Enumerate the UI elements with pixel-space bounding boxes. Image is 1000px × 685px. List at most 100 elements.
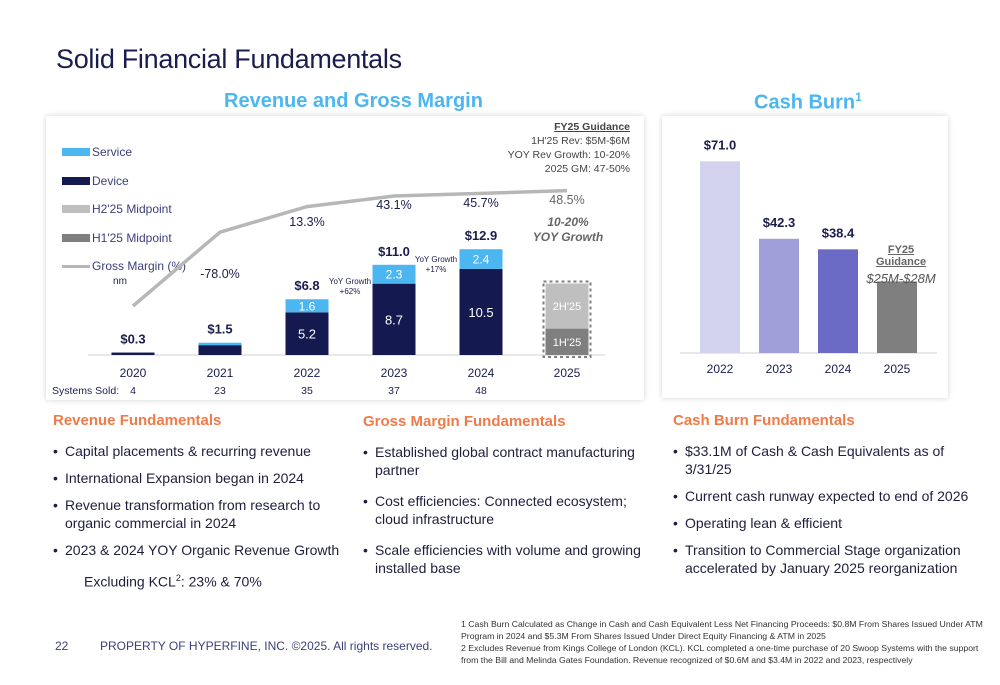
yoy-growth-annotation: +62% [340, 287, 361, 296]
gross-margin-label: 48.5% [549, 193, 584, 207]
list-item: 2023 & 2024 YOY Organic Revenue Growth [53, 541, 348, 559]
service-value-label: 1.6 [299, 299, 316, 313]
revenue-total-label: $11.0 [378, 244, 410, 259]
legend-swatch-service [62, 148, 90, 157]
charts-svg: $0.3 $1.5 5.2 1.6 $6.8 8.7 2.3 $11.0 10.5 2.4 $12.… [52, 137, 937, 397]
revenue-chart-title: Revenue and Gross Margin [224, 90, 483, 112]
yoy-growth-guidance: 10-20% YOY Growth [532, 215, 604, 244]
revenue-legend: Service Device H2'25 Midpoint H1'25 Midp… [62, 138, 186, 281]
service-bar-2021 [198, 342, 242, 346]
systems-sold-value: 48 [475, 385, 487, 397]
h2-2025-bar [545, 283, 589, 329]
list-item: Transition to Commercial Stage organizat… [673, 541, 983, 577]
systems-sold-label: Systems Sold: [52, 385, 119, 397]
list-item: Revenue transformation from research to … [53, 496, 348, 532]
yoy-growth-annotation: +17% [426, 265, 447, 274]
page-number: 22 [55, 639, 69, 653]
legend-item-device: Device [62, 167, 186, 196]
cash-burn-fundamentals-list: $33.1M of Cash & Cash Equivalents as of … [673, 442, 983, 586]
cash-burn-fundamentals-heading: Cash Burn Fundamentals [673, 412, 855, 429]
guidance-line-3: 2025 GM: 47-50% [544, 163, 630, 175]
gross-margin-label: nm [113, 276, 127, 287]
cash-burn-value-label: $71.0 [704, 137, 737, 152]
service-value-label: 2.4 [473, 253, 490, 267]
legend-item-gross-margin: Gross Margin (%) [62, 252, 186, 281]
h1-2025-bar [545, 328, 589, 355]
revenue-fundamentals-list: Capital placements & recurring revenue I… [53, 442, 348, 568]
yoy-growth-annotation: YoY Growth [329, 277, 371, 286]
service-value-label: 2.3 [386, 268, 403, 282]
legend-swatch-gross-margin [62, 264, 90, 268]
cash-burn-bar-2023 [759, 238, 799, 353]
device-bar-2022 [285, 312, 329, 355]
device-value-label: 5.2 [298, 327, 316, 342]
revenue-x-tick: 2025 [554, 366, 581, 380]
cash-x-tick: 2024 [825, 362, 852, 376]
systems-sold-value: 4 [130, 385, 136, 397]
cash-burn-chart-title: Cash Burn1 [754, 90, 862, 114]
device-bar-2021 [198, 345, 242, 355]
gross-margin-fundamentals-heading: Gross Margin Fundamentals [363, 413, 566, 430]
revenue-x-tick: 2024 [468, 366, 495, 380]
revenue-total-label: $1.5 [207, 322, 232, 337]
service-bar-2022 [285, 299, 329, 313]
legend-item-h1-midpoint: H1'25 Midpoint [62, 224, 186, 253]
revenue-x-tick: 2022 [294, 366, 321, 380]
footnotes: 1 Cash Burn Calculated as Change in Cash… [461, 618, 991, 666]
revenue-fundamentals-heading: Revenue Fundamentals [53, 412, 222, 429]
service-bar-2023 [372, 264, 416, 284]
fy25-guidance-title: FY25 Guidance [554, 121, 630, 133]
h2-2025-label: 2H'25 [553, 301, 581, 313]
revenue-total-label: $0.3 [120, 332, 145, 347]
legend-swatch-h2 [62, 205, 90, 214]
footnote-1: 1 Cash Burn Calculated as Change in Cash… [461, 619, 983, 641]
systems-sold-value: 37 [388, 385, 400, 397]
yoy-growth-annotation: YoY Growth [415, 255, 457, 264]
device-value-label: 8.7 [385, 312, 403, 327]
legend-item-service: Service [62, 138, 186, 167]
footer-copyright: PROPERTY OF HYPERFINE, INC. ©2025. All r… [100, 639, 433, 653]
list-item: Established global contract manufacturin… [363, 443, 648, 479]
legend-swatch-h1 [62, 233, 90, 242]
guidance-2025-outline [542, 280, 592, 359]
list-item: Current cash runway expected to end of 2… [673, 487, 983, 505]
cash-x-tick: 2025 [884, 362, 911, 376]
revenue-total-label: $6.8 [294, 278, 319, 293]
device-bar-2020 [111, 352, 155, 355]
cash-x-tick: 2023 [766, 362, 793, 376]
gross-margin-label: 13.3% [289, 215, 324, 229]
cash-burn-bar-2024 [818, 249, 858, 353]
cash-burn-value-label: $38.4 [822, 225, 855, 240]
device-bar-2024 [459, 268, 503, 355]
cash-burn-bar-2022 [700, 161, 740, 353]
service-bar-2024 [459, 249, 503, 269]
systems-sold-value: 23 [214, 385, 226, 397]
revenue-x-tick: 2023 [381, 366, 408, 380]
legend-item-h2-midpoint: H2'25 Midpoint [62, 195, 186, 224]
list-item: Capital placements & recurring revenue [53, 442, 348, 460]
guidance-line-2: YOY Rev Growth: 10-20% [507, 149, 630, 161]
h1-2025-label: 1H'25 [553, 337, 581, 349]
list-item: Scale efficiencies with volume and growi… [363, 541, 648, 577]
list-item: Operating lean & efficient [673, 514, 983, 532]
device-value-label: 10.5 [468, 305, 493, 320]
device-bar-2023 [372, 283, 416, 355]
list-item: $33.1M of Cash & Cash Equivalents as of … [673, 442, 983, 478]
guidance-line-1: 1H'25 Rev: $5M-$6M [531, 135, 630, 147]
gross-margin-fundamentals-list: Established global contract manufacturin… [363, 443, 648, 586]
systems-sold-value: 35 [301, 385, 313, 397]
footnote-2: 2 Excludes Revenue from Kings College of… [461, 643, 979, 665]
revenue-sub-note: Excluding KCL2: 23% & 70% [84, 573, 262, 590]
revenue-x-tick: 2020 [120, 366, 147, 380]
cash-burn-value-label: $42.3 [763, 215, 796, 230]
gross-margin-label: 45.7% [463, 196, 498, 210]
revenue-x-tick: 2021 [207, 366, 234, 380]
fy25-cash-guidance: FY25 Guidance $25M-$28M [866, 244, 936, 286]
legend-swatch-device [62, 176, 90, 185]
list-item: Cost efficiencies: Connected ecosystem; … [363, 492, 648, 528]
cash-burn-bar-2025 [877, 281, 917, 353]
page-title: Solid Financial Fundamentals [56, 44, 402, 74]
cash-x-tick: 2022 [707, 362, 734, 376]
list-item: International Expansion began in 2024 [53, 469, 348, 487]
gross-margin-label: 43.1% [376, 198, 411, 212]
